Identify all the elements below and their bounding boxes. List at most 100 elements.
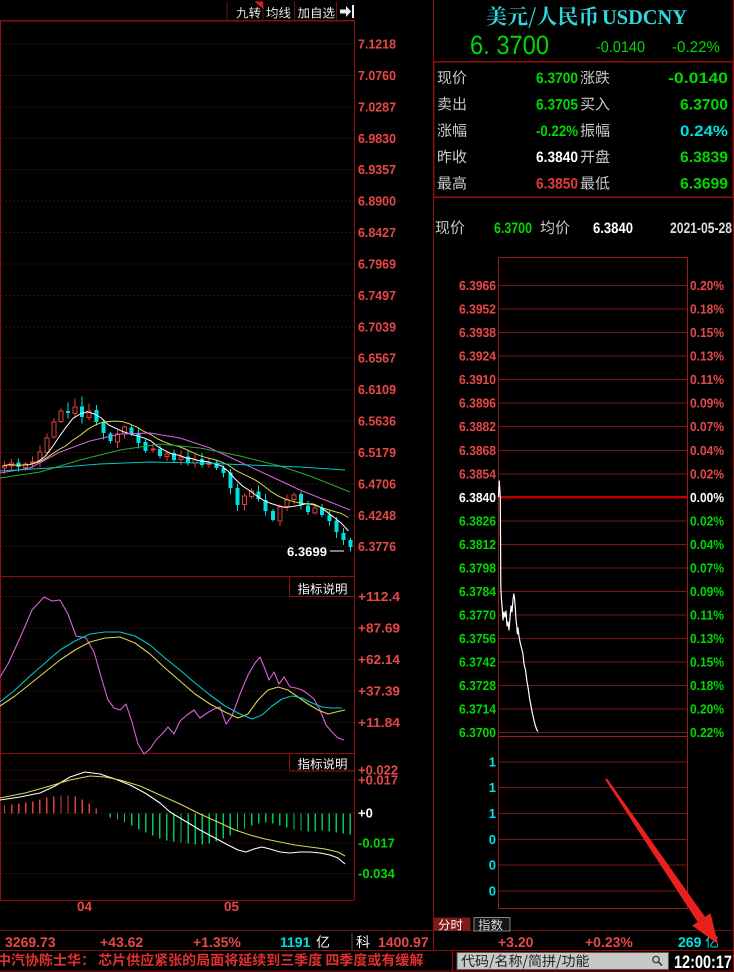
svg-text:0: 0 (489, 884, 496, 899)
svg-text:6.9830: 6.9830 (358, 131, 396, 146)
svg-text:6.3699: 6.3699 (680, 176, 728, 193)
svg-text:6.3742: 6.3742 (459, 655, 496, 670)
svg-text:-0.22%: -0.22% (672, 39, 720, 56)
svg-text:-0.034: -0.034 (358, 866, 396, 881)
svg-text:6.3952: 6.3952 (459, 302, 496, 317)
svg-text:0.02%: 0.02% (690, 513, 724, 528)
svg-text:6.3700: 6.3700 (680, 96, 728, 113)
svg-text:1: 1 (489, 754, 496, 769)
svg-text:0.15%: 0.15% (690, 325, 724, 340)
svg-text:6.3882: 6.3882 (459, 419, 496, 434)
svg-text:+0.23%: +0.23% (585, 934, 633, 950)
svg-text:6.3812: 6.3812 (459, 537, 496, 552)
svg-text:6.3910: 6.3910 (459, 372, 496, 387)
svg-text:+112.4: +112.4 (358, 589, 401, 604)
svg-text:+0.017: +0.017 (358, 773, 398, 788)
svg-text:6.3798: 6.3798 (459, 560, 496, 575)
svg-text:269: 269 (678, 934, 702, 950)
svg-text:6.3850: 6.3850 (536, 176, 578, 193)
svg-text:6.3700: 6.3700 (536, 70, 578, 87)
svg-text:-0.017: -0.017 (358, 836, 395, 851)
svg-text:6.3854: 6.3854 (459, 466, 497, 481)
svg-text:6.3840: 6.3840 (536, 149, 578, 166)
svg-text:0: 0 (489, 832, 496, 847)
svg-text:+43.62: +43.62 (100, 934, 143, 950)
svg-text:1400.97: 1400.97 (378, 934, 429, 950)
svg-text:0.13%: 0.13% (690, 631, 724, 646)
svg-text:0.24%: 0.24% (680, 123, 728, 140)
svg-text:6.3728: 6.3728 (459, 678, 496, 693)
svg-text:6.3826: 6.3826 (459, 513, 496, 528)
svg-text:0.20%: 0.20% (690, 702, 724, 717)
svg-text:0.15%: 0.15% (690, 655, 724, 670)
svg-text:+0: +0 (358, 806, 373, 821)
svg-text:-0.0140: -0.0140 (596, 39, 645, 56)
svg-text:0.20%: 0.20% (690, 278, 724, 293)
svg-text:6.8900: 6.8900 (358, 194, 396, 209)
svg-text:6.5636: 6.5636 (358, 414, 396, 429)
svg-text:04: 04 (77, 899, 93, 914)
svg-text:6.3714: 6.3714 (459, 702, 497, 717)
svg-text:6.9357: 6.9357 (358, 162, 396, 177)
svg-text:6.3784: 6.3784 (459, 584, 497, 599)
svg-text:+37.39: +37.39 (358, 684, 400, 699)
svg-text:1191: 1191 (280, 934, 311, 950)
svg-text:6.3705: 6.3705 (536, 96, 578, 113)
svg-text:6.3966: 6.3966 (459, 278, 496, 293)
svg-text:2021-05-28: 2021-05-28 (670, 220, 732, 237)
svg-text:+87.69: +87.69 (358, 621, 400, 636)
svg-text:+62.14: +62.14 (358, 652, 401, 667)
svg-text:6.3840: 6.3840 (593, 220, 633, 237)
svg-text:0.09%: 0.09% (690, 584, 724, 599)
svg-text:6.3840: 6.3840 (459, 490, 496, 505)
svg-text:+3.20: +3.20 (498, 934, 534, 950)
svg-text:6.3700: 6.3700 (494, 220, 532, 237)
svg-text:6.3868: 6.3868 (459, 443, 496, 458)
svg-text:0.07%: 0.07% (690, 419, 724, 434)
svg-text:0.22%: 0.22% (690, 725, 724, 740)
svg-text:0.13%: 0.13% (690, 349, 724, 364)
svg-text:1: 1 (489, 780, 496, 795)
svg-text:6.3896: 6.3896 (459, 396, 496, 411)
svg-text:6.8427: 6.8427 (358, 225, 396, 240)
svg-text:0.11%: 0.11% (690, 608, 724, 623)
svg-text:0.04%: 0.04% (690, 537, 724, 552)
svg-text:+1.35%: +1.35% (193, 934, 241, 950)
svg-text:6.7969: 6.7969 (358, 256, 396, 271)
svg-text:0.11%: 0.11% (690, 372, 724, 387)
svg-text:6.3839: 6.3839 (680, 149, 728, 166)
svg-text:0.18%: 0.18% (690, 678, 724, 693)
svg-text:6.3776: 6.3776 (358, 539, 396, 554)
svg-text:7.1218: 7.1218 (358, 37, 396, 52)
svg-text:0.18%: 0.18% (690, 302, 724, 317)
svg-text:7.0287: 7.0287 (358, 99, 396, 114)
svg-text:6.4248: 6.4248 (358, 508, 396, 523)
svg-text:+11.84: +11.84 (358, 715, 401, 730)
svg-text:USDCNY: USDCNY (602, 5, 687, 29)
svg-text:0.07%: 0.07% (690, 560, 724, 575)
svg-text:6.3924: 6.3924 (459, 349, 497, 364)
svg-text:3269.73: 3269.73 (5, 934, 56, 950)
svg-text:6.7497: 6.7497 (358, 288, 396, 303)
svg-text:6.4706: 6.4706 (358, 476, 396, 491)
svg-text:6.3756: 6.3756 (459, 631, 496, 646)
svg-text:6.6109: 6.6109 (358, 382, 396, 397)
svg-text:0.00%: 0.00% (690, 490, 724, 505)
svg-text:1: 1 (489, 806, 496, 821)
svg-text:7.0760: 7.0760 (358, 68, 396, 83)
svg-text:0.04%: 0.04% (690, 443, 724, 458)
svg-text:6.3700: 6.3700 (459, 725, 496, 740)
svg-text:-0.22%: -0.22% (536, 123, 578, 140)
svg-text:12:00:17: 12:00:17 (674, 952, 732, 972)
svg-text:0.02%: 0.02% (690, 466, 724, 481)
svg-text:-0.0140: -0.0140 (668, 70, 728, 87)
svg-text:6. 3700: 6. 3700 (470, 30, 549, 60)
svg-text:+0.022: +0.022 (358, 763, 398, 778)
svg-text:6.3699: 6.3699 (287, 545, 327, 559)
svg-text:0: 0 (489, 858, 496, 873)
svg-text:05: 05 (224, 899, 240, 914)
svg-text:6.6567: 6.6567 (358, 351, 396, 366)
svg-text:0.09%: 0.09% (690, 396, 724, 411)
svg-text:6.3938: 6.3938 (459, 325, 496, 340)
svg-text:6.3770: 6.3770 (459, 608, 496, 623)
